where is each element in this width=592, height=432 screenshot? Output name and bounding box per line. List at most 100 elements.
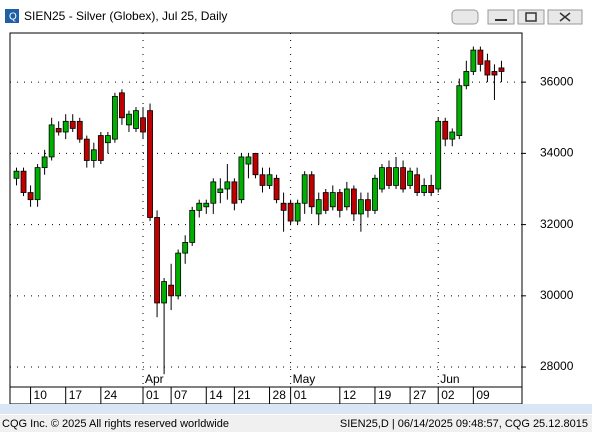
month-label: Apr: [145, 372, 164, 386]
candle-body: [140, 117, 146, 133]
candle-body: [231, 181, 238, 204]
x-tick-label: 24: [104, 388, 118, 402]
y-tick-label: 28000: [540, 359, 574, 373]
status-right: SIEN25,D | 06/14/2025 09:48:57, CQG 25.1…: [340, 418, 588, 430]
candle-body: [386, 167, 392, 186]
candle-body: [343, 188, 350, 208]
candle-body: [252, 152, 259, 176]
candle-body: [449, 131, 456, 140]
candle-body: [301, 174, 308, 204]
x-tick-label: 12: [343, 388, 357, 402]
candle-body: [407, 170, 414, 186]
candle-body: [217, 188, 224, 193]
x-tick-label: 01: [294, 388, 308, 402]
candle-body: [97, 135, 104, 161]
candle-body: [287, 202, 294, 222]
candle-body: [484, 60, 491, 76]
x-tick-label: 09: [476, 388, 490, 402]
candle-body: [224, 181, 231, 190]
candle-body: [308, 174, 315, 208]
candle-body: [435, 120, 442, 190]
candle-body: [266, 174, 273, 186]
y-tick-label: 34000: [540, 146, 574, 160]
candle-body: [322, 192, 329, 211]
y-tick-label: 30000: [540, 288, 574, 302]
candle-body: [154, 217, 160, 304]
candle-body: [477, 49, 484, 65]
candle-body: [182, 242, 189, 254]
candle-body: [90, 149, 97, 161]
candle-body: [41, 156, 48, 169]
candle-body: [20, 170, 27, 193]
maximize-button[interactable]: [517, 9, 545, 25]
candle-body: [147, 110, 153, 218]
app-icon-glyph: Q: [9, 12, 17, 23]
candle-body: [456, 85, 463, 136]
candle-body: [463, 71, 470, 87]
x-tick-label: 21: [237, 388, 251, 402]
candle-body: [294, 202, 301, 222]
month-label: Jun: [440, 372, 459, 386]
candle-body: [27, 192, 34, 201]
maximize-glyph: [525, 12, 537, 22]
link-button[interactable]: [451, 9, 479, 25]
candle-body: [189, 209, 196, 243]
candle-body: [112, 95, 118, 140]
plot-area: [9, 32, 523, 388]
candle-body: [421, 185, 428, 193]
candle-body: [470, 49, 477, 72]
candle-body: [365, 199, 371, 211]
x-tick-label: 27: [413, 388, 427, 402]
x-tick-label: 10: [34, 388, 48, 402]
candle-body: [48, 124, 55, 158]
x-tick-label: 17: [69, 388, 83, 402]
candle-body: [357, 199, 364, 215]
candle-body: [13, 170, 20, 179]
scroll-bar: [0, 404, 592, 414]
candle-body: [280, 202, 287, 211]
candle-body: [379, 167, 385, 190]
x-tick-label: 01: [146, 388, 160, 402]
candle-body: [210, 181, 217, 204]
candle-body: [372, 177, 378, 211]
candle-body: [428, 185, 435, 193]
candle-body: [175, 252, 182, 297]
candle-body: [62, 120, 69, 133]
minimize-button[interactable]: [487, 9, 515, 25]
candle-body: [259, 174, 266, 186]
app-icon: [5, 9, 19, 23]
x-tick-label: 02: [441, 388, 455, 402]
candle-body: [119, 92, 125, 119]
candle-body: [273, 177, 280, 201]
window-title: SIEN25 - Silver (Globex), Jul 25, Daily: [24, 9, 227, 23]
x-tick-label: 19: [378, 388, 392, 402]
candle-body: [203, 202, 210, 208]
candle-body: [393, 167, 399, 186]
candle-body: [55, 128, 62, 133]
x-tick-label: 28: [273, 388, 287, 402]
candle-body: [83, 138, 90, 161]
candle-body: [69, 120, 76, 129]
candle-body: [245, 156, 252, 165]
candle-body: [498, 67, 505, 72]
candle-body: [76, 120, 83, 140]
candle-body: [161, 281, 168, 304]
candle-body: [34, 167, 41, 201]
candle-body: [442, 120, 449, 140]
candle-body: [315, 199, 322, 215]
candle-body: [400, 167, 406, 190]
candle-body: [329, 192, 336, 208]
candle-body: [414, 174, 421, 193]
candle-body: [196, 202, 203, 211]
candle-body: [491, 71, 498, 76]
candle-body: [104, 135, 111, 144]
candle-body: [133, 110, 139, 129]
status-left: CQG Inc. © 2025 All rights reserved worl…: [2, 418, 229, 430]
candle-body: [238, 156, 245, 201]
candle-body: [126, 113, 132, 126]
x-tick-label: 14: [209, 388, 223, 402]
candle-body: [168, 284, 175, 297]
y-tick-label: 36000: [540, 74, 574, 88]
